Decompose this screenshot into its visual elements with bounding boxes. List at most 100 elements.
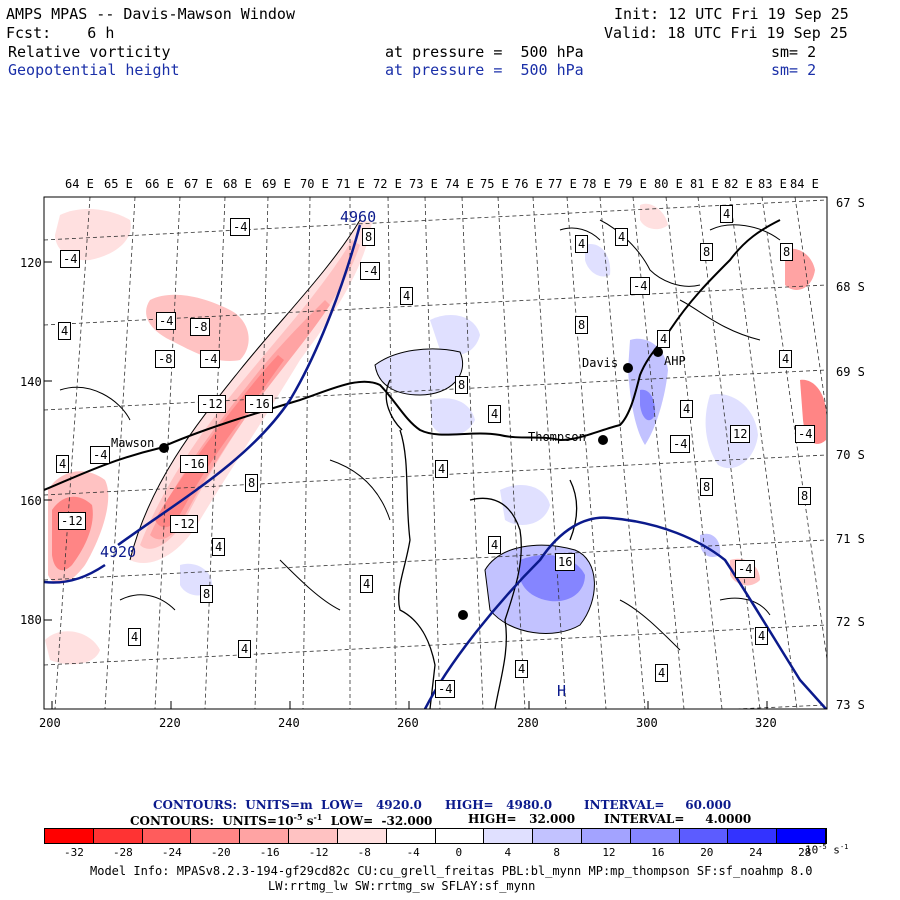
field1-smoothing: sm= 2 [771, 43, 817, 61]
x-tick-label: 200 [39, 716, 61, 730]
graticule [44, 197, 827, 709]
contour-value-label: 4 [655, 664, 669, 682]
field1-level: at pressure = 500 hPa [385, 43, 584, 61]
lon-label: 84 E [790, 177, 819, 191]
model-info: Model Info: MPASv8.2.3-194-gf29cd82c CU:… [90, 864, 813, 878]
colorbar-swatch [337, 829, 387, 843]
contour-value-label: 4 [58, 322, 72, 340]
lat-label: 73 S [836, 698, 865, 712]
contour-value-label: 16 [555, 553, 576, 571]
contour-value-label: 4 [238, 640, 252, 658]
station-label-davis: Davis [582, 356, 619, 370]
contour-value-label: -16 [245, 395, 273, 413]
forecast-hour: Fcst: 6 h [6, 24, 115, 42]
contour-value-label: 4 [56, 455, 70, 473]
contour-value-label: -4 [735, 560, 756, 578]
lat-label: 67 S [836, 196, 865, 210]
x-tick-label: 260 [397, 716, 419, 730]
contour-value-label: -4 [90, 446, 111, 464]
lon-label: 83 E [758, 177, 787, 191]
colorbar-unit: 10-5 s-1 [805, 843, 848, 857]
lon-label: 80 E [654, 177, 683, 191]
height-contour-info: CONTOURS: UNITS=m LOW= 4920.0 [153, 798, 422, 812]
colorbar-swatch [289, 829, 338, 843]
contour-value-label: 12 [730, 425, 751, 443]
colorbar-swatch [142, 829, 192, 843]
plot-title: AMPS MPAS -- Davis-Mawson Window [6, 5, 295, 23]
lat-label: 72 S [836, 615, 865, 629]
contour-value-label: 8 [362, 228, 376, 246]
contour-value-label: 8 [780, 243, 794, 261]
contour-value-label: 4 [400, 287, 414, 305]
field2-level: at pressure = 500 hPa [385, 61, 584, 79]
x-tick-label: 240 [278, 716, 300, 730]
lon-label: 77 E [548, 177, 577, 191]
vorticity-units-exp2: -1 [313, 812, 323, 822]
colorbar-swatch [728, 829, 778, 843]
lon-label: 71 E [336, 177, 365, 191]
contour-value-label: -12 [58, 512, 86, 530]
colorbar-tick-label: -20 [210, 846, 231, 859]
station-label-mawson: Mawson [111, 436, 155, 450]
lon-label: 76 E [514, 177, 543, 191]
colorbar-swatch [533, 829, 582, 843]
x-tick-label: 220 [159, 716, 181, 730]
lon-label: 74 E [445, 177, 474, 191]
colorbar-unit-s: s [826, 843, 840, 857]
colorbar-unit-exp2: -1 [839, 843, 849, 851]
vorticity-contour-info: CONTOURS: UNITS=10-5 s-1 LOW= -32.000 [130, 812, 432, 828]
valid-time: Valid: 18 UTC Fri 19 Sep 25 [604, 24, 848, 42]
x-tick-label: 280 [517, 716, 539, 730]
lon-label: 82 E [724, 177, 753, 191]
y-tick-label: 120 [20, 256, 42, 270]
mawson-station-marker [159, 443, 169, 453]
contour-value-label: -4 [630, 277, 651, 295]
y-tick-label: 160 [20, 494, 42, 508]
contour-value-label: -4 [795, 425, 816, 443]
colorbar-swatch [45, 829, 94, 843]
colorbar-tick-label: -24 [161, 846, 182, 859]
contour-value-label: 8 [455, 376, 469, 394]
lon-label: 78 E [582, 177, 611, 191]
colorbar-unit-main: 10 [805, 843, 819, 857]
contour-value-label: 4 [488, 536, 502, 554]
height-label: 4920 [100, 543, 137, 561]
contour-value-label: -4 [230, 218, 251, 236]
thompson-station-marker [598, 435, 608, 445]
lon-label: 65 E [104, 177, 133, 191]
vorticity-units-exp: -5 [293, 812, 303, 822]
colorbar-swatch [777, 829, 826, 843]
colorbar-tick-label: 20 [700, 846, 714, 859]
init-time: Init: 12 UTC Fri 19 Sep 25 [614, 5, 849, 23]
colorbar-swatch [581, 829, 631, 843]
frame-ticks [44, 261, 768, 709]
contour-value-label: 4 [779, 350, 793, 368]
contour-value-label: -16 [180, 455, 208, 473]
colorbar-swatch [240, 829, 290, 843]
map-frame [43, 196, 828, 710]
colorbar-swatch [93, 829, 143, 843]
contour-value-label: 4 [360, 575, 374, 593]
field2-name: Geopotential height [8, 61, 180, 79]
contour-value-label: 4 [488, 405, 502, 423]
lat-label: 68 S [836, 280, 865, 294]
colorbar-tick-label: -12 [308, 846, 329, 859]
davis-station-marker [623, 363, 633, 373]
colorbar-swatch [191, 829, 241, 843]
colorbar-tick-label: -16 [259, 846, 280, 859]
contour-value-label: -4 [435, 680, 456, 698]
station-markers [159, 347, 663, 620]
contour-value-label: 4 [128, 628, 142, 646]
x-tick-label: 300 [636, 716, 658, 730]
colorbar-tick-label: 8 [553, 846, 560, 859]
contour-value-label: -4 [360, 262, 381, 280]
colorbar-swatch [386, 829, 436, 843]
lon-label: 69 E [262, 177, 291, 191]
colorbar-swatch [679, 829, 729, 843]
contour-value-label: -12 [198, 395, 226, 413]
colorbar-tick-label: -8 [357, 846, 371, 859]
contour-value-label: 8 [200, 585, 214, 603]
contour-value-label: -4 [200, 350, 221, 368]
contour-value-label: 8 [700, 243, 714, 261]
contour-value-label: 4 [680, 400, 694, 418]
